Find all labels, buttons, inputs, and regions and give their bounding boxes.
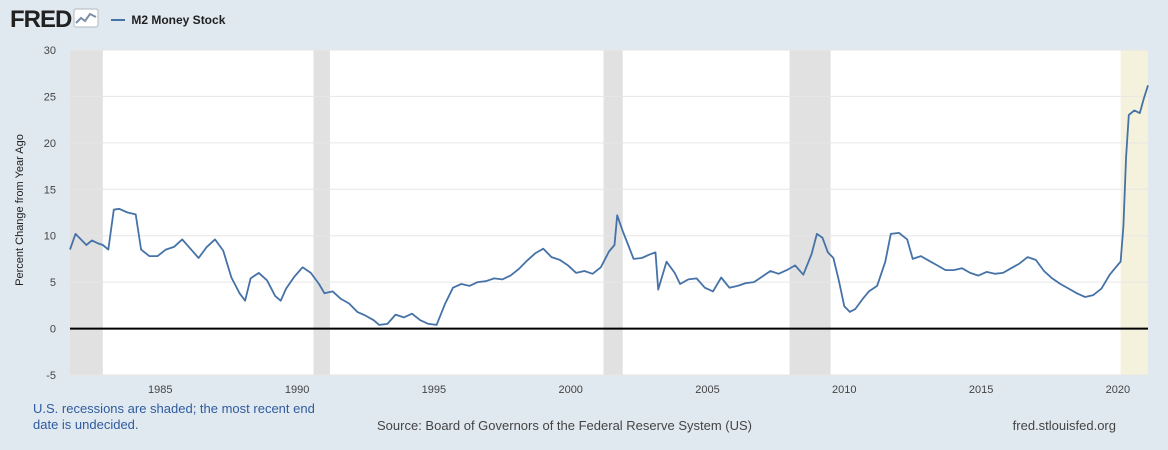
recession-band: [789, 50, 831, 375]
x-tick-label: 2015: [969, 384, 993, 396]
y-tick-label: 30: [44, 45, 56, 57]
y-tick-label: 25: [44, 91, 56, 103]
recession-band: [70, 50, 103, 375]
x-tick-label: 2010: [832, 384, 856, 396]
recession-note: U.S. recessions are shaded; the most rec…: [33, 401, 315, 432]
source-text: Source: Board of Governors of the Federa…: [377, 418, 752, 433]
y-tick-label: -5: [46, 370, 56, 382]
x-tick-label: 1995: [422, 384, 446, 396]
x-tick-label: 1985: [148, 384, 172, 396]
undecided-recession-band: [1120, 50, 1148, 375]
y-tick-label: 10: [44, 231, 56, 243]
recession-band: [603, 50, 623, 375]
fred-logo-text: FRED: [10, 6, 72, 33]
x-tick-label: 2020: [1106, 384, 1130, 396]
recession-band: [313, 50, 330, 375]
chart-header: FRED M2 Money Stock: [10, 6, 225, 34]
series-line: [69, 85, 1149, 326]
chart-legend[interactable]: M2 Money Stock: [111, 13, 225, 27]
x-tick-label: 2005: [695, 384, 719, 396]
x-tick-label: 2000: [558, 384, 582, 396]
y-tick-label: 20: [44, 138, 56, 150]
fred-logo[interactable]: FRED: [10, 6, 99, 34]
line-chart-icon: [73, 8, 99, 33]
y-tick-label: 0: [50, 324, 56, 336]
y-tick-label: 15: [44, 184, 56, 196]
legend-label: M2 Money Stock: [131, 13, 226, 27]
legend-swatch: [111, 19, 126, 21]
site-link[interactable]: fred.stlouisfed.org: [1012, 418, 1116, 433]
y-tick-label: 5: [50, 277, 56, 289]
x-tick-label: 1990: [285, 384, 309, 396]
y-axis-label: Percent Change from Year Ago: [14, 134, 26, 286]
